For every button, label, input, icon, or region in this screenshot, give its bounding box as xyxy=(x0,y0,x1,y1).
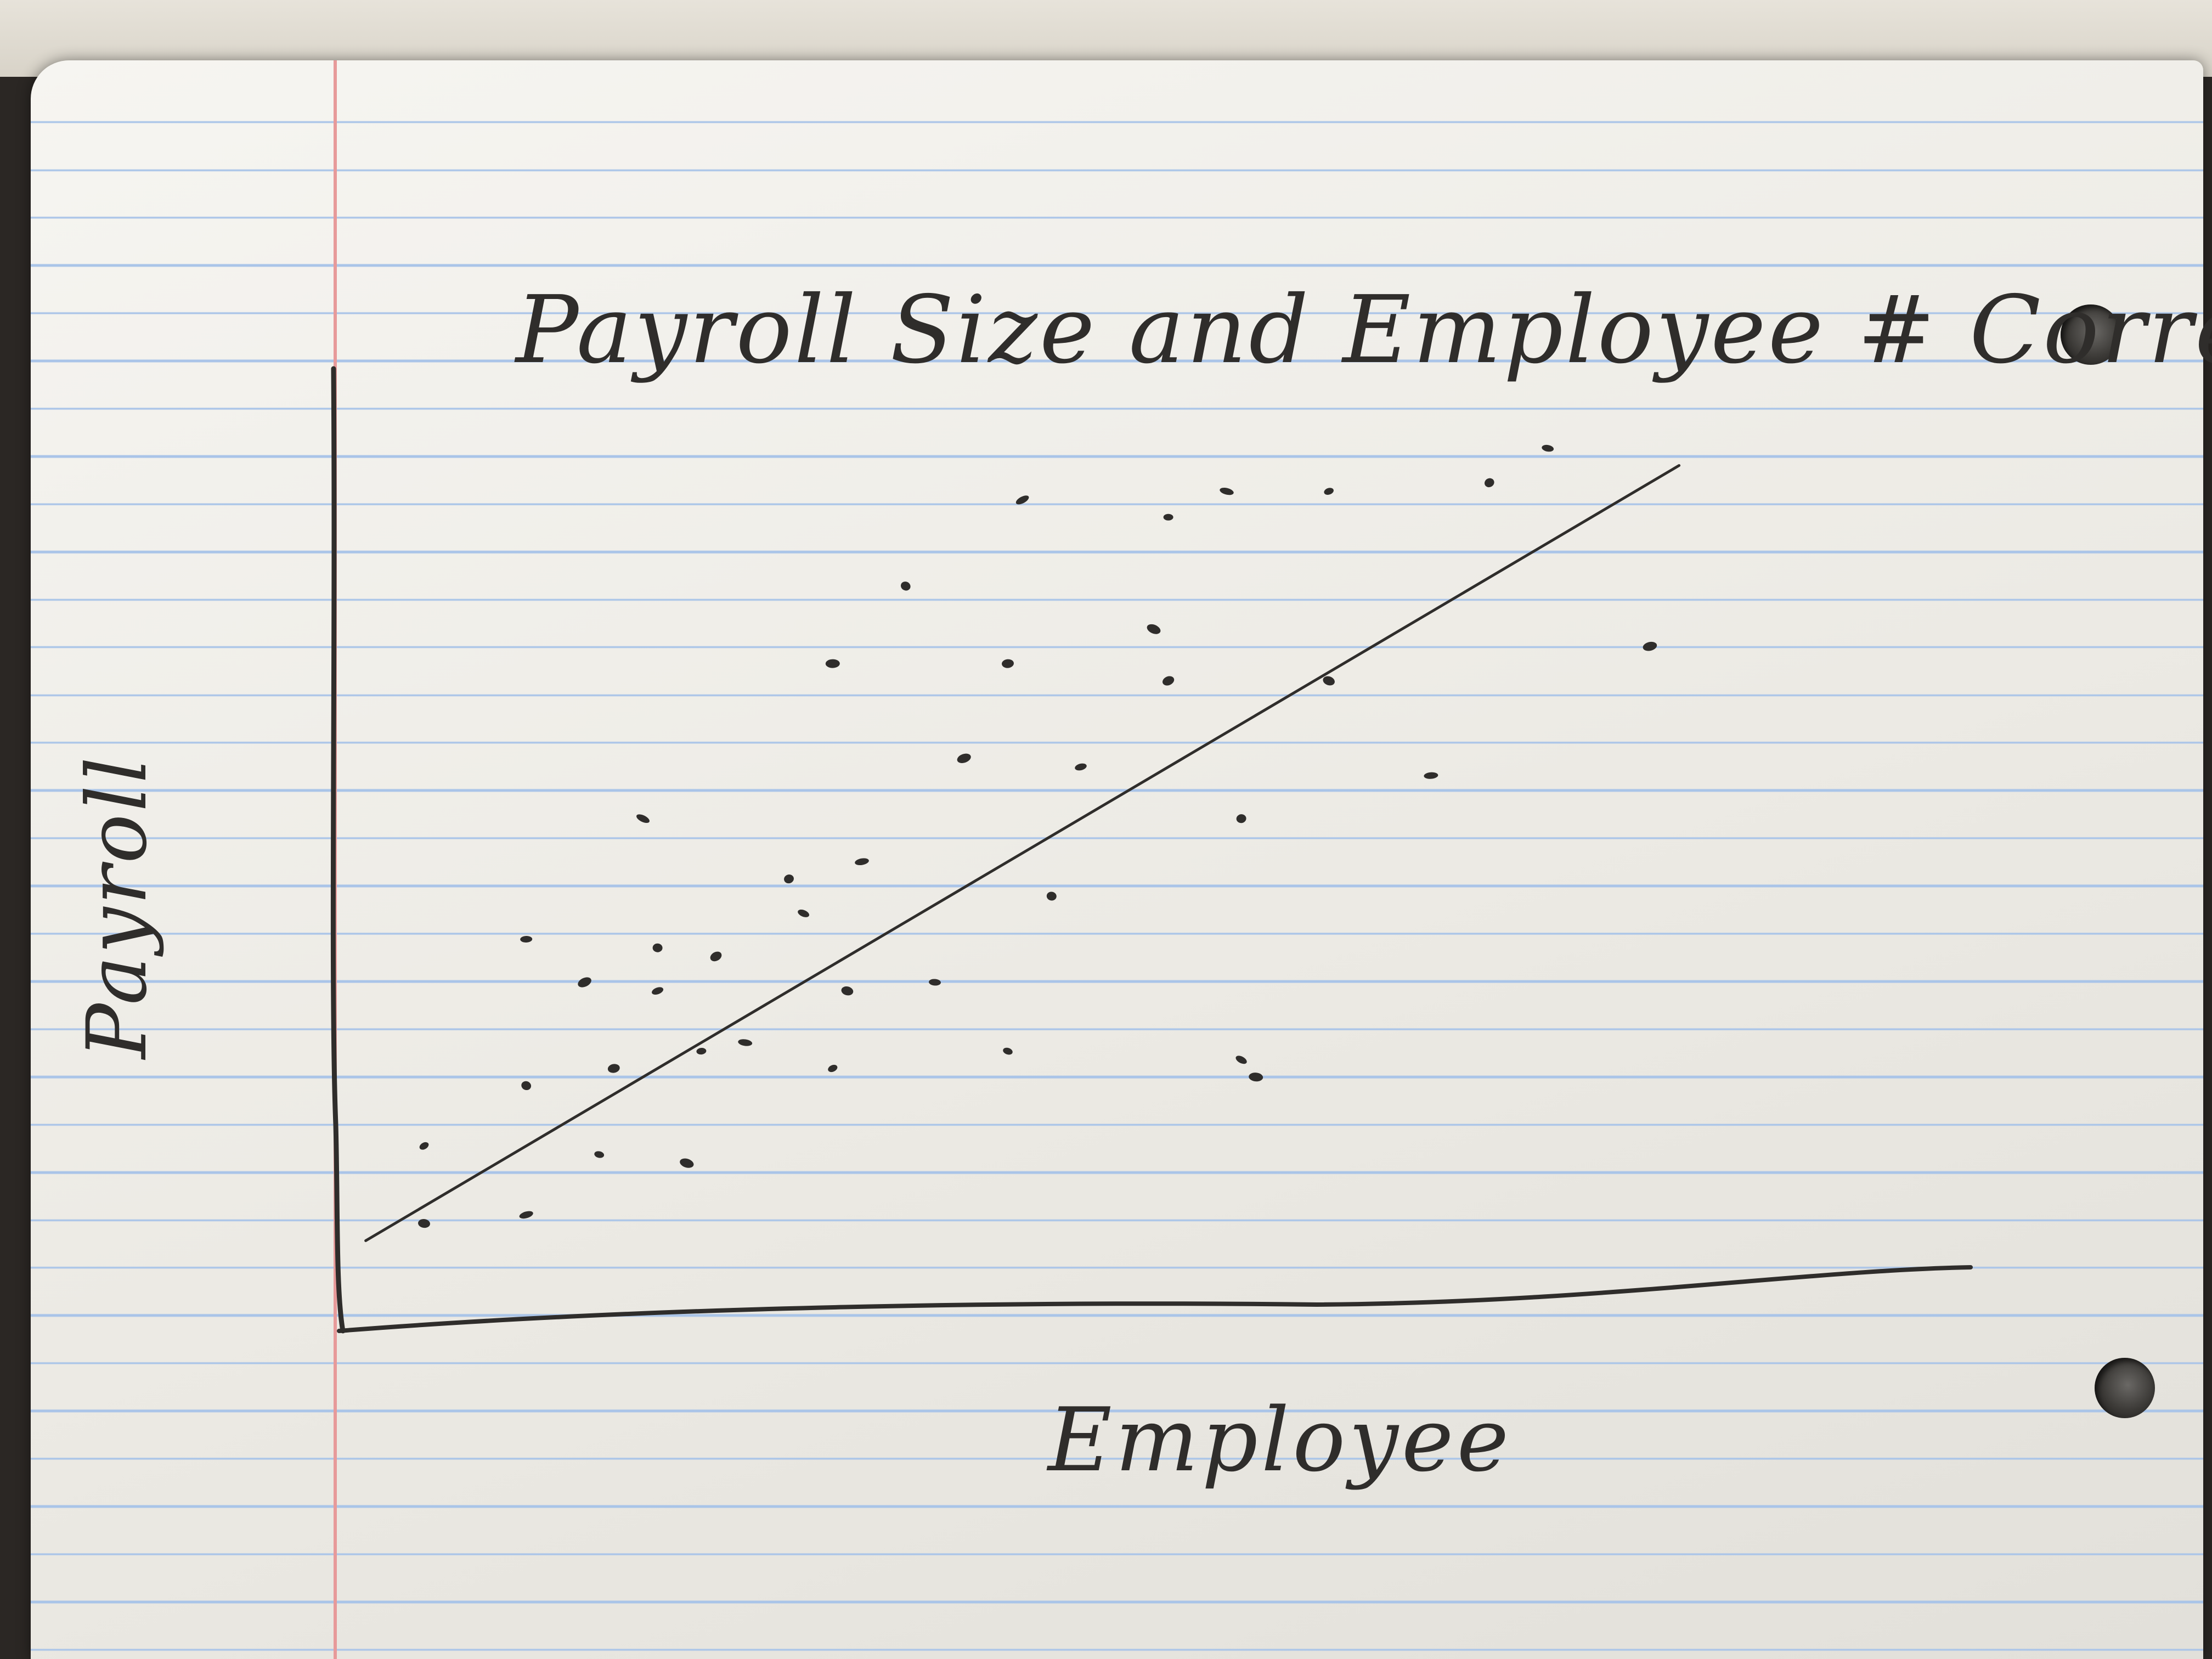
binder-hole-top xyxy=(2061,304,2121,365)
data-point xyxy=(636,814,650,823)
y-axis-label: Payroll xyxy=(70,755,165,1060)
data-point xyxy=(696,1048,707,1055)
data-point xyxy=(1542,444,1554,452)
data-point xyxy=(1163,514,1173,521)
data-point xyxy=(784,874,794,884)
data-point xyxy=(1075,763,1087,771)
data-point xyxy=(738,1039,753,1046)
data-point xyxy=(710,951,722,962)
chart-title: Payroll Size and Employee # Correlation xyxy=(514,276,2212,385)
data-point xyxy=(418,1219,430,1228)
data-point xyxy=(519,1211,533,1219)
data-point xyxy=(1323,676,1335,686)
data-point xyxy=(1002,659,1014,668)
data-point xyxy=(419,1142,429,1150)
data-point xyxy=(680,1158,694,1168)
data-point xyxy=(1235,1056,1247,1064)
data-point xyxy=(798,909,810,917)
trendline xyxy=(364,464,1681,1242)
data-point xyxy=(607,1064,620,1073)
data-point xyxy=(1163,676,1175,686)
x-axis-label: Employee xyxy=(1046,1389,1512,1491)
data-points-group xyxy=(418,444,1657,1228)
data-point xyxy=(1643,641,1657,651)
data-point xyxy=(578,977,591,988)
data-point xyxy=(521,1081,532,1091)
data-point xyxy=(652,987,664,995)
data-point xyxy=(594,1151,605,1158)
data-point xyxy=(1003,1047,1013,1055)
data-point xyxy=(1484,478,1494,488)
data-point xyxy=(828,1064,838,1073)
data-point xyxy=(1424,772,1438,779)
data-point xyxy=(929,979,941,986)
data-point xyxy=(957,753,971,763)
binder-hole-bottom xyxy=(2095,1358,2155,1418)
data-point xyxy=(825,659,840,668)
data-point xyxy=(1249,1073,1263,1082)
chart-axes xyxy=(330,366,1973,1334)
data-point xyxy=(1015,495,1029,505)
notebook-paper xyxy=(31,60,2203,1659)
data-point xyxy=(652,943,663,952)
data-point xyxy=(1324,488,1334,495)
trendline-group xyxy=(364,464,1681,1242)
data-point xyxy=(900,582,911,591)
data-point xyxy=(1236,814,1246,823)
data-point xyxy=(520,935,533,943)
data-point xyxy=(841,986,854,996)
x-axis-line xyxy=(337,1265,1973,1333)
data-point xyxy=(1046,891,1057,901)
y-axis-line xyxy=(330,366,346,1334)
data-point xyxy=(855,858,869,866)
data-point xyxy=(1147,624,1161,634)
data-point xyxy=(1220,487,1234,495)
